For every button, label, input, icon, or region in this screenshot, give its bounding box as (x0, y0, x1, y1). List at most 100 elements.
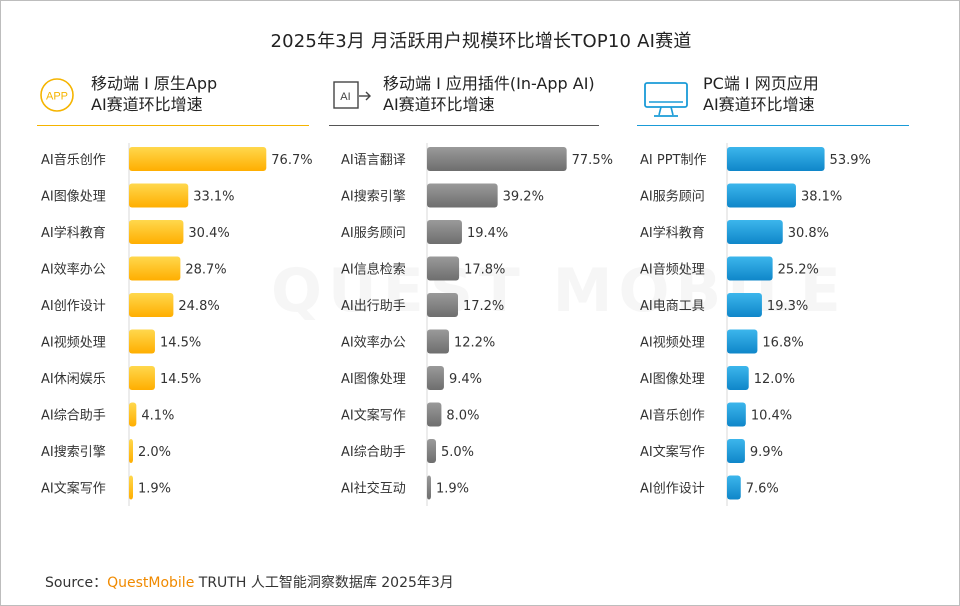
value-label: 53.9% (830, 153, 871, 168)
category-label: AI休闲娱乐 (41, 372, 106, 387)
panel-underline (637, 125, 909, 126)
category-label: AI学科教育 (640, 225, 705, 241)
bar (129, 366, 155, 390)
value-label: 76.7% (271, 153, 312, 168)
category-label: AI图像处理 (341, 372, 406, 387)
category-label: AI综合助手 (341, 445, 406, 460)
value-label: 9.9% (750, 445, 783, 460)
panel-header-native-app: APP 移动端 I 原生App AI赛道环比增速 (37, 73, 309, 127)
value-label: 12.0% (754, 372, 795, 387)
value-label: 4.1% (141, 409, 174, 424)
panel-title-line2: AI赛道环比增速 (91, 95, 203, 114)
value-label: 19.4% (467, 226, 508, 241)
panel-header-in-app-plugin: AI 移动端 I 应用插件(In-App AI) AI赛道环比增速 (329, 73, 601, 127)
value-label: 10.4% (751, 409, 792, 424)
bar (727, 256, 773, 281)
category-label: AI学科教育 (41, 225, 106, 241)
category-label: AI文案写作 (341, 409, 406, 424)
panel-title: 移动端 I 原生App AI赛道环比增速 (91, 73, 217, 115)
category-label: AI搜索引擎 (341, 190, 406, 205)
bar (727, 439, 745, 463)
bar (727, 329, 758, 354)
source-note: Source：QuestMobile TRUTH 人工智能洞察数据库 2025年… (45, 572, 454, 592)
category-label: AI信息检索 (341, 262, 406, 278)
svg-text:AI: AI (340, 91, 350, 103)
panel-title-line2: AI赛道环比增速 (383, 95, 495, 114)
bar (727, 220, 783, 244)
category-label: AI服务顾问 (341, 225, 406, 241)
value-label: 14.5% (160, 336, 201, 351)
bar (129, 256, 181, 281)
bar (427, 183, 498, 208)
bar (727, 366, 749, 390)
bar (427, 220, 462, 244)
panel-title-line1: PC端 I 网页应用 (703, 74, 819, 93)
value-label: 38.1% (801, 190, 842, 205)
category-label: AI文案写作 (640, 445, 705, 460)
category-label: AI效率办公 (41, 262, 106, 278)
category-label: AI音乐创作 (41, 152, 106, 168)
bar-chart-2: AI PPT制作 53.9% AI服务顾问 38.1% AI学科教育 30.8% AI音频处… (640, 143, 871, 506)
panel-title-line1: 移动端 I 应用插件(In-App AI) (383, 74, 595, 93)
category-label: AI创作设计 (640, 482, 705, 497)
value-label: 28.7% (185, 263, 226, 278)
value-label: 7.6% (746, 482, 779, 497)
value-label: 77.5% (572, 153, 613, 168)
value-label: 2.0% (138, 445, 171, 460)
value-label: 1.9% (436, 482, 469, 497)
value-label: 16.8% (762, 336, 803, 351)
value-label: 30.4% (188, 226, 229, 241)
monitor-icon (644, 82, 688, 117)
bar (727, 402, 746, 427)
category-label: AI视频处理 (640, 336, 705, 351)
value-label: 17.8% (464, 263, 505, 278)
value-label: 12.2% (454, 336, 495, 351)
bar (129, 402, 137, 427)
value-label: 8.0% (446, 409, 479, 424)
bar (129, 439, 133, 463)
value-label: 39.2% (503, 190, 544, 205)
bar (129, 293, 174, 317)
category-label: AI图像处理 (640, 372, 705, 387)
chart-title: 2025年3月 月活跃用户规模环比增长TOP10 AI赛道 (270, 31, 692, 52)
svg-text:APP: APP (46, 91, 68, 103)
panel-underline (37, 125, 309, 126)
category-label: AI综合助手 (41, 409, 106, 424)
panel-title-line2: AI赛道环比增速 (703, 95, 815, 114)
value-label: 5.0% (441, 445, 474, 460)
category-label: AI社交互动 (341, 481, 406, 497)
value-label: 17.2% (463, 299, 504, 314)
bar-chart-0: AI音乐创作 76.7% AI图像处理 33.1% AI学科教育 30.4% AI效率办公 2… (41, 143, 313, 506)
value-label: 14.5% (160, 372, 201, 387)
bar (427, 147, 567, 171)
category-label: AI视频处理 (41, 336, 106, 351)
bar (427, 475, 431, 500)
value-label: 30.8% (788, 226, 829, 241)
panel-header-pc-web: PC端 I 网页应用 AI赛道环比增速 (637, 73, 909, 127)
category-label: AI图像处理 (41, 190, 106, 205)
category-label: AI音频处理 (640, 262, 705, 278)
bar (727, 475, 741, 500)
bar (427, 439, 437, 463)
category-label: AI语言翻译 (341, 153, 406, 168)
value-label: 1.9% (138, 482, 171, 497)
category-label: AI出行助手 (341, 299, 406, 314)
category-label: AI电商工具 (640, 299, 705, 314)
category-label: AI效率办公 (341, 335, 406, 351)
app-icon: APP (40, 78, 74, 112)
panel-title-line1: 移动端 I 原生App (91, 74, 218, 93)
bar (727, 147, 825, 171)
bar (129, 475, 133, 500)
bar (427, 256, 460, 281)
bar (129, 329, 155, 354)
bar (129, 147, 267, 171)
bar (427, 402, 442, 427)
value-label: 24.8% (178, 299, 219, 314)
bar (129, 220, 184, 244)
category-label: AI服务顾问 (640, 189, 705, 205)
category-label: AI文案写作 (41, 482, 106, 497)
panel-title: 移动端 I 应用插件(In-App AI) AI赛道环比增速 (383, 73, 595, 115)
value-label: 19.3% (767, 299, 808, 314)
